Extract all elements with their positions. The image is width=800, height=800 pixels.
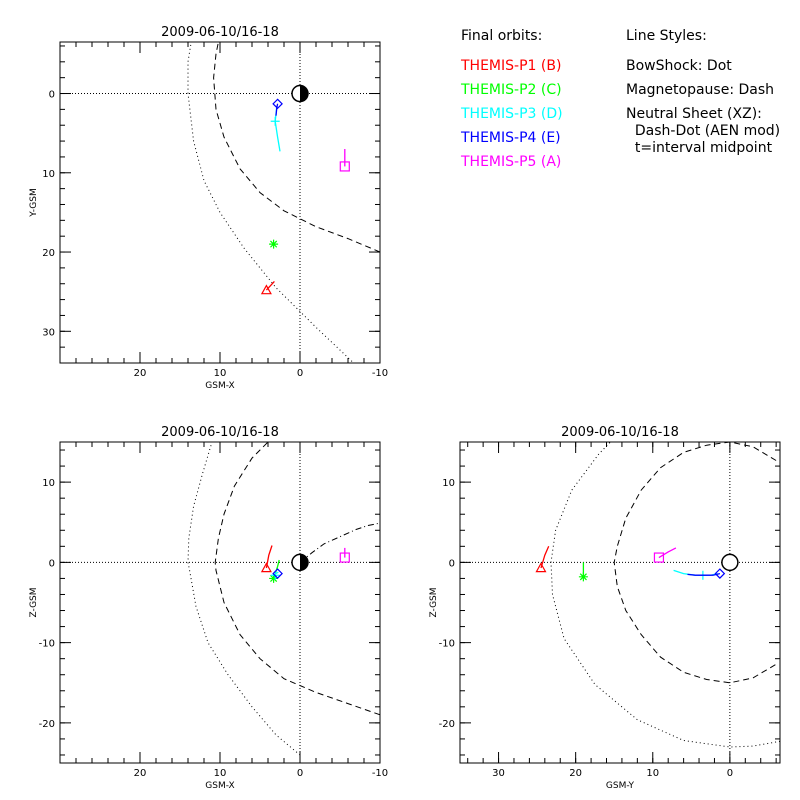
probe-track-p1: [540, 546, 550, 569]
probe-marker-p4: [272, 98, 283, 110]
probe-marker-p2: [269, 239, 279, 249]
orbit-legend-p1: THEMIS-P1 (B): [460, 58, 561, 74]
plot-frame: [459, 441, 781, 764]
x-axis-label: GSM-X: [205, 381, 234, 391]
orbit-legend-p3: THEMIS-P3 (D): [460, 106, 563, 122]
y-axis-label: Z-GSM: [429, 587, 439, 617]
magnetopause-curve: [213, 42, 380, 253]
bow-shock-curve: [187, 442, 301, 756]
probe-track-p3: [673, 569, 718, 576]
x-tick-label: 20: [134, 768, 147, 779]
plot-content: [60, 442, 380, 763]
x-tick-label: -10: [372, 368, 388, 379]
style-legend-dashdot: Dash-Dot (AEN mod): [626, 123, 780, 139]
y-tick-label: 0: [49, 90, 55, 101]
plot-title: 2009-06-10/16-18: [561, 425, 679, 440]
x-tick-label: 0: [297, 768, 303, 779]
y-tick-label: 10: [42, 478, 55, 489]
earth-symbol: [721, 553, 739, 572]
x-tick-label: 10: [646, 768, 659, 779]
x-tick-label: 0: [297, 368, 303, 379]
x-tick-label: 20: [134, 368, 147, 379]
x-tick-label: 10: [214, 768, 227, 779]
probe-track-p4: [687, 572, 721, 576]
probe-marker-p5: [339, 161, 350, 172]
probe-marker-p1: [535, 562, 547, 573]
x-tick-label: 0: [727, 768, 733, 779]
orbit-legend-p5: THEMIS-P5 (A): [460, 154, 561, 170]
orbit-legend-p4: THEMIS-P4 (E): [460, 130, 561, 146]
probe-marker-p1: [260, 284, 272, 295]
y-tick-label: 20: [42, 248, 55, 259]
orbit-legend-p2: THEMIS-P2 (C): [460, 82, 562, 98]
legend: Final orbits: THEMIS-P1 (B) THEMIS-P2 (C…: [460, 28, 780, 170]
magnetopause-curve: [214, 442, 380, 716]
plot-content: [460, 442, 780, 763]
x-tick-label: 30: [492, 768, 505, 779]
magnetopause-curve: [613, 442, 777, 684]
x-tick-label: 20: [569, 768, 582, 779]
probe-marker-p2: [578, 572, 588, 582]
y-tick-label: 0: [449, 558, 455, 569]
style-legend-midpoint: t=interval midpoint: [626, 140, 773, 156]
y-tick-label: 30: [42, 327, 55, 338]
probe-marker-p3: [270, 116, 280, 126]
neutral-sheet-curve: [299, 522, 380, 563]
earth-night-side: [300, 554, 308, 571]
x-tick-label: 10: [214, 368, 227, 379]
probe-track-p4: [275, 103, 279, 116]
x-axis-label: GSM-X: [205, 781, 234, 791]
probe-marker-p2: [269, 573, 279, 583]
probe-track-p5: [658, 547, 677, 559]
y-axis-label: Z-GSM: [29, 587, 39, 617]
plot-frame: [59, 41, 381, 364]
plot-panel-3: 2009-06-10/16-18 30 20 10 0 -20 -10 0 10 GSM-Y Z-G…: [429, 425, 781, 791]
y-tick-label: -10: [39, 639, 55, 650]
y-tick-label: -20: [39, 719, 55, 730]
y-tick-label: 0: [49, 558, 55, 569]
bow-shock-curve: [187, 42, 353, 362]
y-tick-label: 10: [442, 478, 455, 489]
plot-panel-1: 2009-06-10/16-18 20 10 0 -10 0 10 20 30 GSM-X Y-GS…: [29, 25, 388, 391]
x-axis-label: GSM-Y: [606, 781, 635, 791]
plot-title: 2009-06-10/16-18: [161, 25, 279, 40]
x-tick-label: -10: [372, 768, 388, 779]
probe-marker-p5: [339, 552, 350, 563]
probe-track-p3: [275, 571, 279, 575]
plot-panel-2: 2009-06-10/16-18 20 10 0 -10 -20 -10 0 10 GSM-X Z-…: [29, 425, 388, 791]
style-legend-neutral-sheet: Neutral Sheet (XZ):: [626, 106, 762, 122]
plot-title: 2009-06-10/16-18: [161, 425, 279, 440]
plot-frame: [59, 441, 381, 764]
y-tick-label: -20: [439, 719, 455, 730]
y-tick-label: 10: [42, 169, 55, 180]
earth-night-side: [300, 85, 308, 102]
style-legend-bowshock: BowShock: Dot: [626, 58, 732, 74]
y-axis-label: Y-GSM: [29, 188, 39, 217]
probe-marker-p1: [260, 562, 272, 573]
bow-shock-curve: [550, 442, 780, 748]
probe-marker-p4: [714, 568, 726, 579]
plots-layer: 2009-06-10/16-18 20 10 0 -10 0 10 20 30 GSM-X Y-GS…: [29, 25, 781, 791]
y-tick-label: -10: [439, 639, 455, 650]
orbits-legend-title: Final orbits:: [461, 28, 542, 44]
probe-marker-p4: [272, 568, 283, 579]
plot-content: [60, 42, 380, 363]
styles-legend-title: Line Styles:: [626, 28, 707, 44]
probe-marker-p5: [653, 552, 665, 563]
style-legend-magnetopause: Magnetopause: Dash: [626, 82, 774, 98]
